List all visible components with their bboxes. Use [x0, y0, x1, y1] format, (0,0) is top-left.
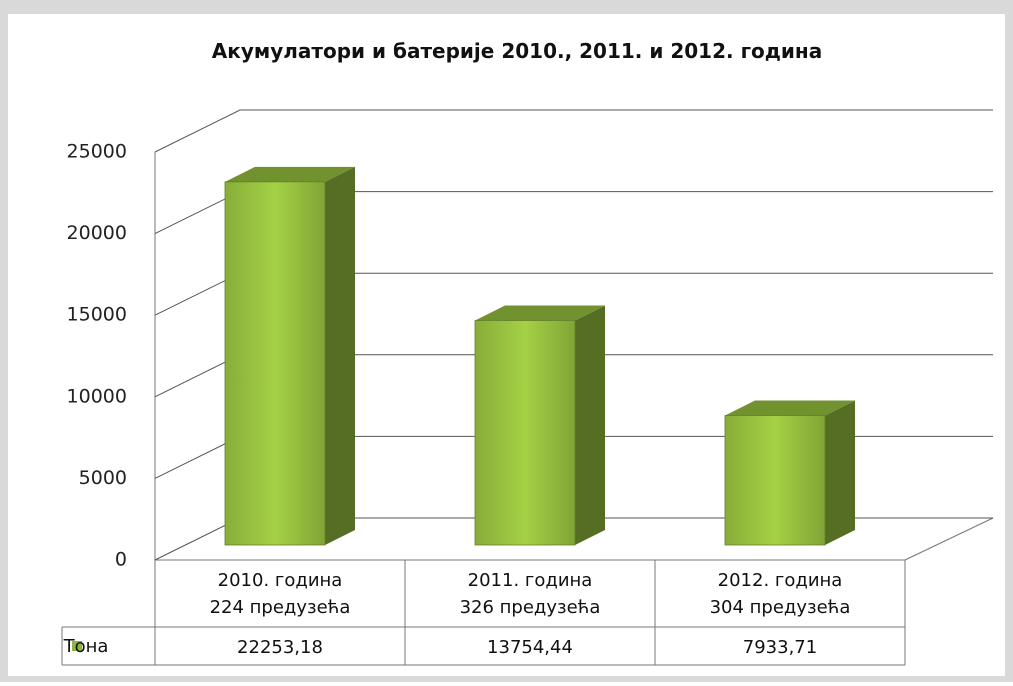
- bar-top: [475, 305, 605, 321]
- y-tick-label: 25000: [67, 141, 127, 163]
- bar: [724, 415, 826, 546]
- y-tick-label: 10000: [67, 385, 127, 407]
- x-tick-label: 2010. година 224 предузећа: [210, 570, 351, 618]
- legend-swatch: [72, 641, 82, 651]
- bar: [224, 181, 326, 546]
- floor-edge: [904, 517, 994, 561]
- bar-side: [575, 305, 605, 545]
- bar-side: [325, 166, 355, 545]
- data-label: 7933,71: [743, 637, 817, 658]
- y-tick-label: 5000: [79, 467, 127, 489]
- y-tick-label: 20000: [67, 222, 127, 244]
- bar-top: [225, 166, 355, 182]
- x-tick-label: 2011. година 326 предузећа: [460, 570, 601, 618]
- bar-side: [825, 400, 855, 545]
- grid-line: [154, 109, 993, 153]
- legend-label: Тона: [63, 636, 109, 657]
- data-label: 22253,18: [237, 637, 323, 658]
- bar-top: [725, 400, 855, 416]
- chart-title: Акумулатори и батерије 2010., 2011. и 20…: [212, 39, 822, 63]
- bar: [474, 320, 576, 546]
- y-tick-label: 15000: [67, 304, 127, 326]
- x-tick-label: 2012. година 304 предузећа: [710, 570, 851, 618]
- data-label: 13754,44: [487, 637, 573, 658]
- y-tick-label: 0: [115, 549, 127, 571]
